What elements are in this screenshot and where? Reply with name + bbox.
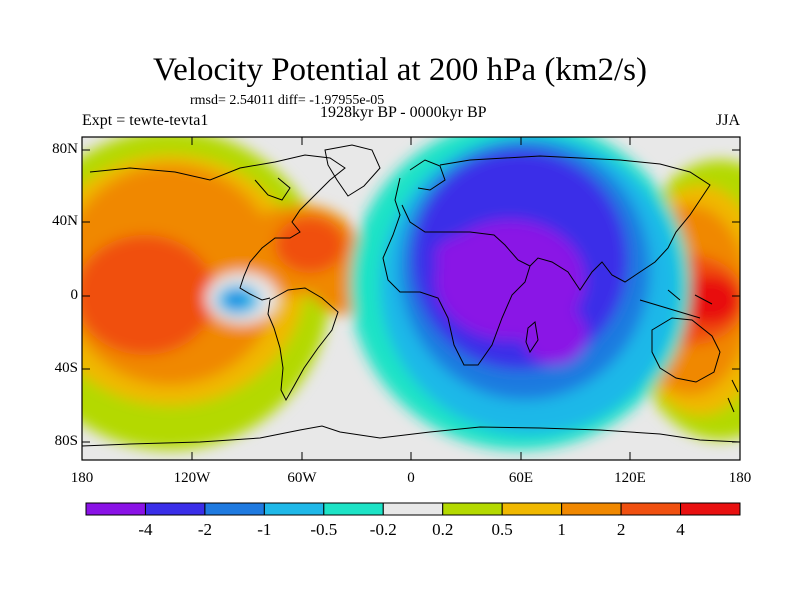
colorbar-box [144,502,206,516]
lat-label: 40N [52,213,78,229]
colorbar-box [204,502,265,516]
colorbar-label: 0.2 [432,520,454,539]
colorbar-box [680,502,741,516]
lon-label: 180 [728,470,752,486]
colorbar-box [323,502,384,516]
colorbar-label: 1 [557,520,566,539]
colorbar-label: -0.5 [310,520,338,539]
europe-africa-coast [382,177,531,366]
lon-label: 0 [407,470,415,486]
colorbar-box [382,502,444,516]
indonesia-coast [639,289,713,319]
colorbar-box [442,502,503,516]
hudson-bay [254,177,291,201]
season-label: JJA [715,112,740,129]
colorbar-box [501,502,563,516]
australia-coast [651,317,721,383]
rmsd-diff-stats: rmsd= 2.54011 diff= -1.97955e-05 [190,93,385,108]
coastlines [81,144,741,447]
colorbar-label: -0.2 [369,520,397,539]
asia-coast [439,155,711,291]
colorbar-label: -4 [138,520,153,539]
colorbar-label: -1 [257,520,272,539]
antarctica-coast [81,425,741,447]
greenland-coast [324,144,381,197]
lon-label: 180 [70,470,94,486]
colorbar-label: -2 [197,520,212,539]
map-title: Velocity Potential at 200 hPa (km2/s) [152,52,648,88]
axis-ticks [81,137,741,460]
colorbar-label: 4 [676,520,685,539]
colorbar-box [263,502,325,516]
lon-label: 120W [173,470,211,486]
south-america-coast [267,287,339,402]
colorbar-label: 0.5 [491,520,513,539]
velocity-potential-field [82,137,740,460]
lon-label: 60W [287,470,317,486]
madagascar-coast [525,321,539,354]
north-america-coast [89,154,346,301]
lat-label: 0 [70,287,79,303]
colorbar-box [620,502,682,516]
lon-label: 60E [508,470,534,486]
colorbar-label: 2 [616,520,626,539]
new-zealand-coast [727,379,739,413]
colorbar-box [561,502,622,516]
period-label: 1928kyr BP - 0000kyr BP [320,104,487,121]
lat-label: 80N [52,141,78,157]
colorbar-box [85,502,146,516]
scandinavia-coast [409,159,446,191]
lat-label: 40S [54,360,78,376]
lat-label: 80S [54,433,78,449]
experiment-label: Expt = tewte-tevta1 [82,112,209,129]
lon-label: 120E [614,470,646,486]
colorbar [85,502,741,516]
